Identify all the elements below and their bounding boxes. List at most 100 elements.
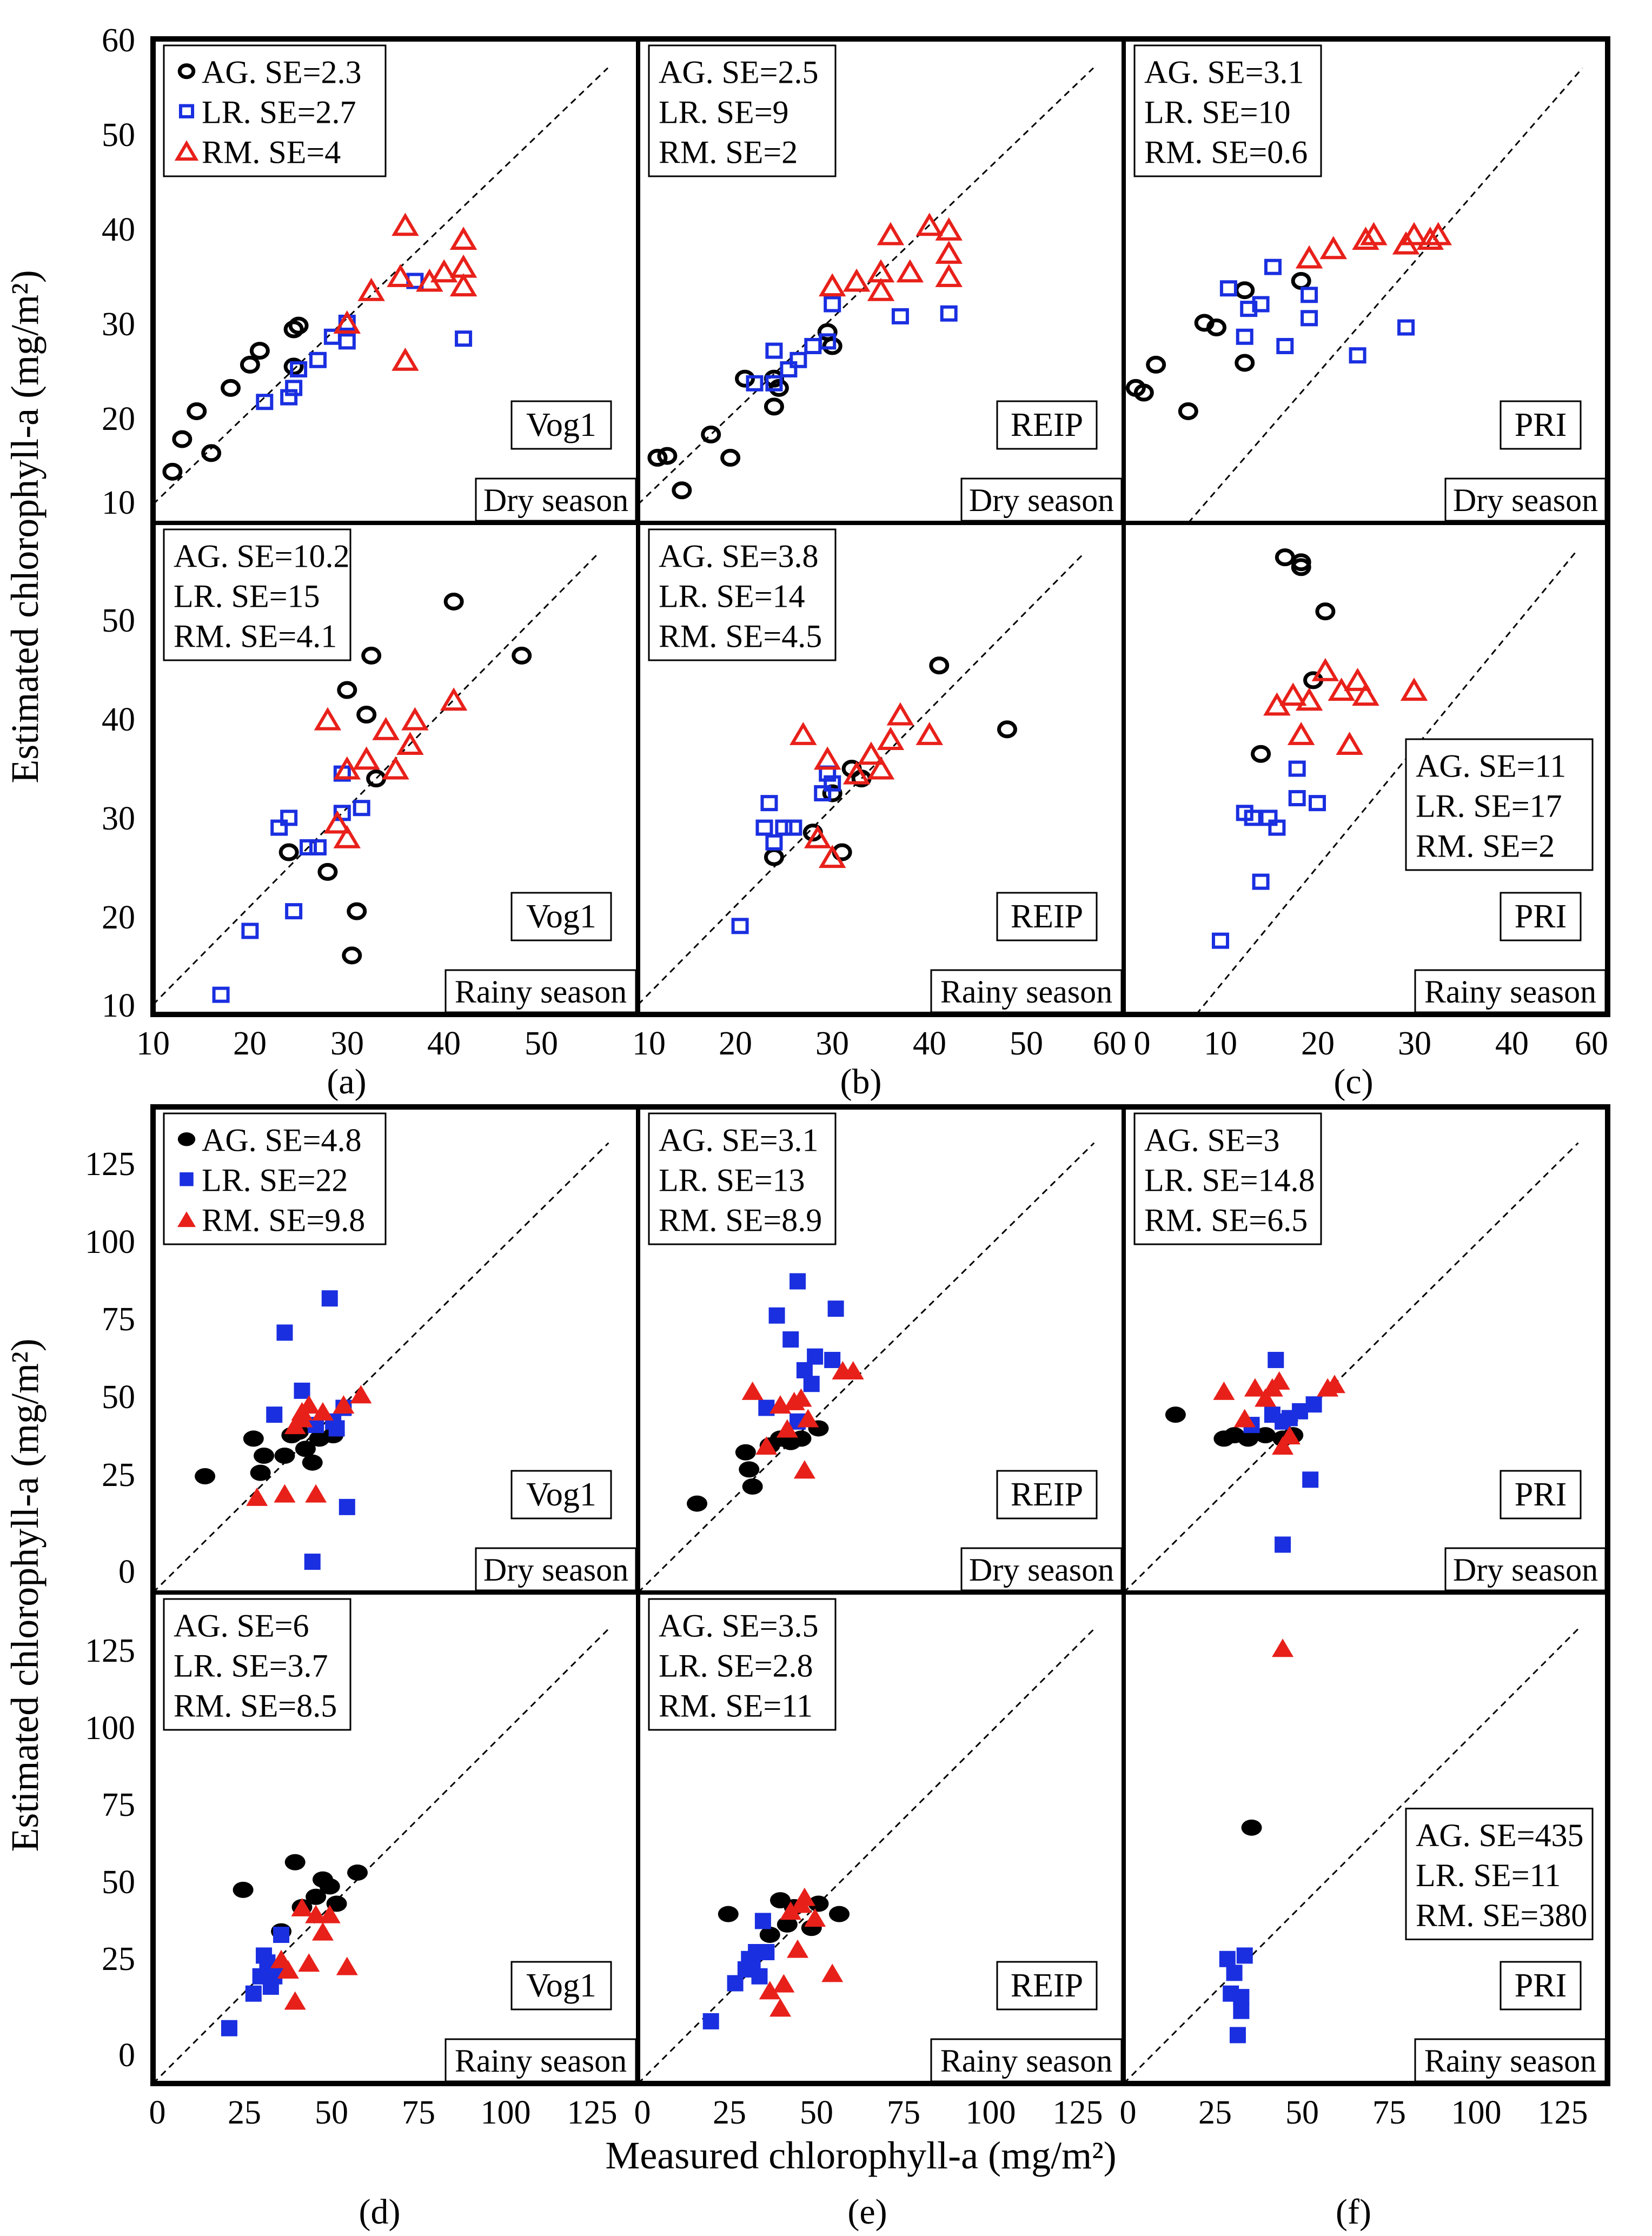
- point-rm: [336, 1956, 358, 1975]
- x-tick-label: 75: [887, 2094, 920, 2131]
- point-rm: [314, 707, 342, 731]
- point-lr: [814, 785, 832, 801]
- point-ag: [1251, 745, 1271, 763]
- point-lr: [1288, 790, 1306, 807]
- point-lr: [1226, 1965, 1243, 1981]
- stats-legend-box: [648, 528, 837, 661]
- point-lr: [300, 839, 317, 855]
- stats-legend-box: [1405, 1808, 1594, 1941]
- point-ag: [337, 681, 357, 699]
- point-ag: [1206, 319, 1227, 337]
- scatter-panel-d-rainy: AG. SE=6 LR. SE=3.7 RM. SE=8.5 Vog1 Rainy se…: [152, 1598, 637, 2085]
- point-lr: [328, 1420, 345, 1437]
- point-lr: [782, 1331, 799, 1348]
- point-rm: [1268, 1371, 1290, 1390]
- index-label-box: [996, 892, 1098, 941]
- x-tick-label: 40: [1495, 1025, 1529, 1062]
- point-lr: [273, 1927, 290, 1943]
- legend-entry-rm: RM. SE=2: [659, 135, 798, 170]
- point-rm: [372, 716, 400, 740]
- point-rm: [896, 259, 924, 283]
- season-label: Rainy season: [1424, 974, 1596, 1010]
- x-tick-label: 0: [149, 2094, 166, 2131]
- point-rm: [935, 217, 963, 241]
- legend-entry-rm: RM. SE=4.1: [174, 619, 337, 654]
- one-to-one-line: [637, 1628, 1095, 2085]
- point-ag: [742, 1478, 763, 1495]
- season-label: Dry season: [483, 1552, 628, 1588]
- y-tick-label: 125: [85, 1146, 135, 1183]
- x-tick-label: 75: [1372, 2094, 1406, 2131]
- one-to-one-line: [1196, 552, 1576, 1015]
- x-tick-label: 50: [1285, 2094, 1319, 2131]
- point-lr: [1229, 2027, 1246, 2043]
- y-tick-label: 0: [118, 1554, 135, 1590]
- point-ag: [288, 316, 309, 335]
- x-tick-label: 20: [233, 1025, 267, 1062]
- scatter-panel-b-dry: AG. SE=2.5 LR. SE=9 RM. SE=2 REIP Dry season: [637, 44, 1123, 522]
- top-y-axis-row2: 50 40 30 20 10: [102, 602, 135, 1024]
- legend-entry-lr: LR. SE=2.7: [202, 95, 356, 130]
- point-ag: [284, 1854, 306, 1870]
- season-label: Dry season: [483, 482, 628, 518]
- point-ag: [319, 1878, 340, 1895]
- one-to-one-line: [1187, 67, 1583, 523]
- y-tick-label: 10: [102, 485, 135, 521]
- point-lr: [765, 375, 783, 392]
- point-lr: [285, 903, 303, 920]
- legend-entry-ag: AG. SE=3.5: [659, 1608, 819, 1644]
- one-to-one-line: [637, 552, 1086, 1005]
- scatter-panel-c-dry: AG. SE=3.1 LR. SE=10 RM. SE=0.6 PRI Dry seas…: [1125, 44, 1607, 523]
- point-lr: [768, 1307, 785, 1324]
- point-rm: [1272, 1638, 1294, 1657]
- scatter-panel-a-dry: AG. SE=2.3 LR. SE=2.7 RM. SE=4 Vog1 Dry seas…: [152, 44, 637, 522]
- point-lr: [1305, 1396, 1322, 1413]
- point-rm: [1255, 1388, 1277, 1407]
- one-to-one-line: [152, 552, 600, 1005]
- legend-entry-rm: RM. SE=4.5: [659, 619, 822, 654]
- x-tick-label: 50: [1010, 1025, 1043, 1062]
- point-lr: [1309, 795, 1326, 812]
- index-label-box: [996, 400, 1098, 450]
- point-rm: [818, 273, 846, 297]
- point-rm: [789, 721, 817, 745]
- point-lr: [1301, 310, 1318, 327]
- x-tick-label: 0: [1120, 2094, 1137, 2131]
- point-rm: [382, 756, 409, 780]
- point-rm: [877, 727, 905, 750]
- point-ag: [317, 862, 338, 881]
- index-label-box: [1500, 892, 1582, 941]
- point-rm: [1323, 1375, 1345, 1394]
- point-ag: [1133, 383, 1154, 402]
- point-rm: [449, 227, 477, 250]
- point-rm: [886, 702, 914, 726]
- index-label: REIP: [1011, 898, 1083, 935]
- scatter-panel-b-rainy: AG. SE=3.8 LR. SE=14 RM. SE=4.5 REIP Rainy s…: [637, 528, 1123, 1013]
- x-tick-label: 0: [634, 2094, 651, 2131]
- point-lr: [266, 1406, 283, 1423]
- stats-legend-box: [1133, 1112, 1322, 1245]
- point-lr: [765, 342, 783, 359]
- point-lr: [455, 330, 473, 347]
- point-ag: [739, 1461, 760, 1478]
- point-ag: [687, 1495, 708, 1512]
- stats-legend-box: [648, 44, 837, 177]
- point-lr: [1349, 347, 1366, 364]
- point-ag: [1315, 602, 1336, 621]
- point-lr: [796, 1362, 813, 1378]
- legend-entry-ag: AG. SE=6: [174, 1608, 309, 1644]
- point-ag: [1235, 354, 1255, 372]
- season-label-box: [960, 477, 1123, 522]
- point-ag: [672, 481, 692, 500]
- index-label: PRI: [1515, 407, 1567, 443]
- point-lr: [1292, 1403, 1309, 1419]
- index-label: PRI: [1515, 1967, 1567, 2004]
- point-ag: [1291, 553, 1311, 572]
- point-rm: [246, 1487, 268, 1506]
- index-label: REIP: [1011, 407, 1083, 443]
- point-rm: [1233, 1409, 1256, 1428]
- legend-entry-ag: AG. SE=4.8: [202, 1123, 362, 1158]
- point-ag: [249, 342, 270, 360]
- scatter-panel-e-dry: AG. SE=3.1 LR. SE=13 RM. SE=8.9 REIP Dry sea…: [637, 1112, 1123, 1594]
- point-ag: [356, 706, 377, 724]
